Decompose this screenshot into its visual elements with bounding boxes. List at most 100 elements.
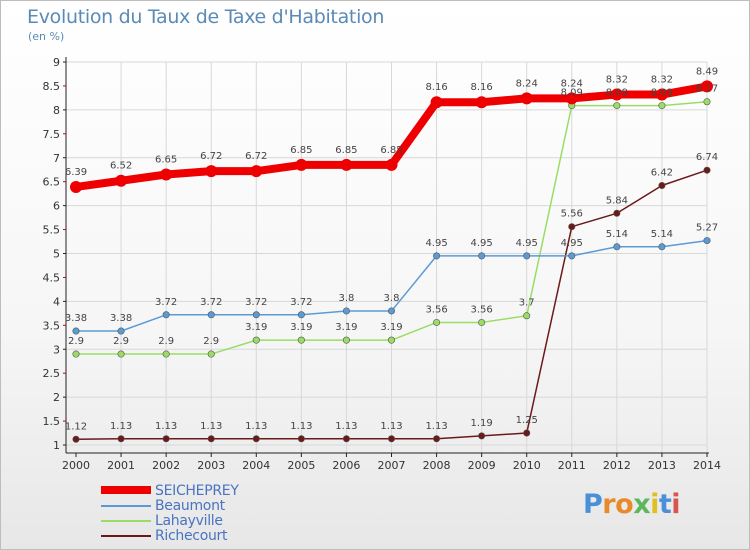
data-label-beaumont: 4.95 [561, 238, 583, 249]
data-label-lahayville: 3.7 [519, 298, 535, 309]
data-label-richecourt: 5.56 [561, 209, 583, 220]
y-tick-label: 3.5 [43, 319, 61, 332]
logo-letter: x [633, 489, 651, 520]
data-label-seicheprey: 8.24 [516, 78, 538, 89]
data-point-beaumont [703, 237, 711, 245]
legend-swatch-lahayville [101, 520, 151, 522]
data-label-richecourt: 1.13 [245, 421, 267, 432]
data-point-richecourt [387, 435, 395, 443]
data-point-richecourt [72, 435, 80, 443]
legend-swatch-richecourt [101, 535, 151, 537]
data-label-seicheprey: 6.72 [200, 151, 222, 162]
data-label-lahayville: 2.9 [203, 336, 219, 347]
data-point-beaumont [207, 311, 215, 319]
data-point-seicheprey [295, 158, 308, 171]
data-label-beaumont: 3.8 [338, 293, 354, 304]
data-label-seicheprey: 8.16 [471, 82, 493, 93]
data-label-lahayville: 3.19 [290, 322, 312, 333]
data-label-richecourt: 1.12 [65, 421, 87, 432]
x-tick-label: 2003 [197, 459, 225, 472]
data-point-richecourt [613, 209, 621, 217]
data-point-seicheprey [565, 92, 578, 105]
data-label-beaumont: 4.95 [471, 238, 493, 249]
data-point-beaumont [72, 327, 80, 335]
data-label-lahayville: 2.9 [158, 336, 174, 347]
data-point-lahayville [162, 350, 170, 358]
data-label-richecourt: 6.42 [651, 168, 673, 179]
y-tick-label: 4.5 [43, 271, 61, 284]
data-label-richecourt: 6.74 [696, 152, 718, 163]
data-point-lahayville [658, 102, 666, 110]
data-point-lahayville [207, 350, 215, 358]
data-label-richecourt: 1.13 [155, 421, 177, 432]
y-tick-label: 3 [53, 343, 60, 356]
label-layer: 6.39 6.52 6.65 6.72 6.72 6.85 6.85 6.85 8.16 8.16… [65, 66, 718, 432]
data-label-seicheprey: 8.32 [606, 75, 628, 86]
chart-title: Evolution du Taux de Taxe d'Habitation [27, 6, 385, 28]
data-label-lahayville: 3.56 [425, 304, 447, 315]
data-label-seicheprey: 8.49 [696, 66, 718, 77]
data-point-richecourt [117, 435, 125, 443]
data-label-richecourt: 5.84 [606, 195, 628, 206]
legend-label-richecourt: Richecourt [155, 528, 228, 544]
data-point-beaumont [658, 243, 666, 251]
data-point-beaumont [433, 252, 441, 260]
y-tick-label: 1 [53, 439, 60, 452]
data-label-richecourt: 1.13 [425, 421, 447, 432]
y-tick-label: 9 [53, 56, 60, 69]
data-label-lahayville: 3.56 [471, 304, 493, 315]
data-label-richecourt: 1.13 [290, 421, 312, 432]
y-tick-label: 1.5 [43, 415, 61, 428]
data-label-richecourt: 1.19 [471, 418, 493, 429]
legend-label-seicheprey: SEICHEPREY [155, 483, 239, 499]
y-tick-label: 2.5 [43, 367, 61, 380]
logo-letter: t [658, 489, 672, 520]
data-label-beaumont: 3.38 [110, 313, 132, 324]
data-label-beaumont: 3.72 [290, 297, 312, 308]
data-point-richecourt [658, 182, 666, 190]
data-label-beaumont: 5.27 [696, 223, 718, 234]
data-point-seicheprey [250, 165, 263, 178]
data-point-beaumont [523, 252, 531, 260]
data-point-lahayville [523, 312, 531, 320]
data-point-lahayville [613, 102, 621, 110]
series-layer [70, 80, 713, 443]
x-tick-label: 2001 [107, 459, 135, 472]
x-tick-label: 2011 [558, 459, 586, 472]
data-label-seicheprey: 8.16 [425, 82, 447, 93]
data-label-beaumont: 5.14 [651, 229, 673, 240]
data-point-richecourt [162, 435, 170, 443]
data-label-lahayville: 8.17 [696, 84, 718, 95]
data-point-beaumont [297, 311, 305, 319]
data-point-richecourt [523, 429, 531, 437]
data-label-beaumont: 5.14 [606, 229, 628, 240]
proxiti-logo: Proxiti [583, 489, 681, 520]
data-point-richecourt [478, 432, 486, 440]
data-label-lahayville: 2.9 [68, 336, 84, 347]
data-label-beaumont: 3.72 [200, 297, 222, 308]
x-tick-label: 2005 [287, 459, 315, 472]
logo-letter: i [650, 489, 659, 520]
data-point-seicheprey [655, 88, 668, 101]
y-tick-label: 8 [53, 104, 60, 117]
y-tick-label: 4 [53, 295, 60, 308]
data-point-beaumont [613, 243, 621, 251]
data-label-lahayville: 8.09 [561, 88, 583, 99]
data-label-lahayville: 8.09 [606, 88, 628, 99]
data-label-seicheprey: 6.39 [65, 167, 87, 178]
x-tick-label: 2009 [468, 459, 496, 472]
x-tick-label: 2007 [378, 459, 406, 472]
data-point-seicheprey [70, 180, 82, 193]
logo-letter: i [671, 489, 681, 520]
data-label-lahayville: 3.19 [380, 322, 402, 333]
data-point-richecourt [297, 435, 305, 443]
data-point-seicheprey [520, 92, 533, 105]
data-point-richecourt [207, 435, 215, 443]
data-point-richecourt [433, 435, 441, 443]
data-point-lahayville [387, 336, 395, 344]
x-tick-label: 2010 [513, 459, 541, 472]
data-point-beaumont [342, 307, 350, 315]
data-label-seicheprey: 6.85 [335, 145, 357, 156]
data-point-richecourt [568, 223, 576, 231]
